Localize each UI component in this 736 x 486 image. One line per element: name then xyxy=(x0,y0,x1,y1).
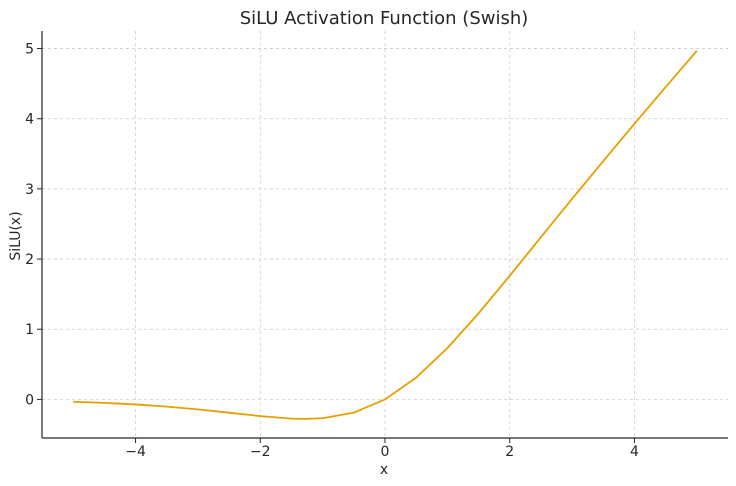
y-tick-label: 1 xyxy=(25,322,34,338)
series-layer xyxy=(73,50,698,420)
grid-layer xyxy=(42,31,728,438)
x-tick-label: 2 xyxy=(505,444,514,460)
y-tick-label: 5 xyxy=(25,42,34,58)
y-tick-label: 4 xyxy=(25,112,34,128)
x-tick-label: 4 xyxy=(630,444,639,460)
x-tick-label: 0 xyxy=(381,444,390,460)
y-tick-label: 3 xyxy=(25,182,34,198)
y-tick-label: 2 xyxy=(25,252,34,268)
tick-layer: −4 −2 0 2 4 0 1 2 3 4 5 xyxy=(25,42,639,460)
y-tick-label: 0 xyxy=(25,392,34,408)
x-axis-label: x xyxy=(380,462,388,478)
y-axis-label: SiLU(x) xyxy=(8,211,24,260)
x-tick-label: −4 xyxy=(125,444,146,460)
chart-title: SiLU Activation Function (Swish) xyxy=(240,8,529,29)
x-tick-label: −2 xyxy=(250,444,271,460)
silu-series-line xyxy=(73,50,698,420)
